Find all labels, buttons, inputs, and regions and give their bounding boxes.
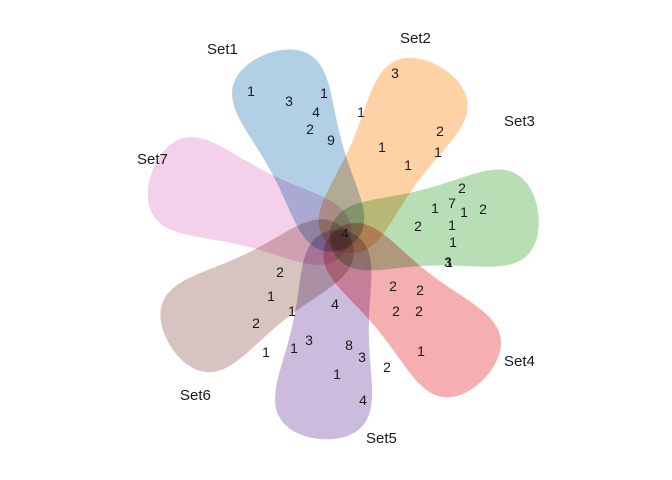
set-label-set5: Set5 — [366, 430, 397, 447]
set-label-set2: Set2 — [400, 30, 431, 47]
region-count: 2 — [392, 303, 400, 319]
venn-petal-set5 — [275, 229, 372, 440]
region-count: 8 — [345, 337, 353, 353]
region-count: 9 — [327, 132, 335, 148]
region-count: 2 — [458, 180, 466, 196]
set-label-set4: Set4 — [504, 353, 535, 370]
region-count: 1 — [247, 83, 255, 99]
region-count: 4 — [312, 104, 320, 120]
venn-petal-set7 — [147, 137, 352, 265]
region-count: 1 — [378, 139, 386, 155]
region-count: 1 — [333, 366, 341, 382]
region-count: 2 — [436, 123, 444, 139]
region-count: 1 — [262, 344, 270, 360]
region-count: 2 — [276, 264, 284, 280]
region-count: 1 — [434, 144, 442, 160]
region-count: 2 — [306, 121, 314, 137]
region-count: 1 — [288, 303, 296, 319]
set-label-set3: Set3 — [504, 113, 535, 130]
region-count: 3 — [358, 349, 366, 365]
region-count: 2 — [415, 303, 423, 319]
set-labels: Set1 Set2 Set3 Set4 Set5 Set6 Set7 — [137, 30, 535, 447]
region-count: 4 — [331, 296, 339, 312]
region-count: 2 — [252, 315, 260, 331]
region-count: 1 — [449, 234, 457, 250]
region-count: 1 — [460, 204, 468, 220]
region-count: 3 — [285, 93, 293, 109]
region-count: 1 — [445, 254, 453, 270]
region-count: 2 — [414, 218, 422, 234]
region-count: 1 — [267, 288, 275, 304]
region-count: 2 — [479, 201, 487, 217]
region-count: 3 — [391, 65, 399, 81]
region-count: 7 — [448, 195, 456, 211]
region-counts: 1 3 1 4 1 2 9 3 1 2 1 1 2 1 7 1 2 1 2 1 … — [247, 65, 487, 408]
region-count: 2 — [389, 278, 397, 294]
region-count: 1 — [404, 157, 412, 173]
region-count: 4 — [341, 225, 349, 241]
region-count: 3 — [305, 332, 313, 348]
region-count: 4 — [359, 392, 367, 408]
region-count: 2 — [416, 282, 424, 298]
region-count: 1 — [448, 217, 456, 233]
region-count: 1 — [431, 200, 439, 216]
set-label-set6: Set6 — [180, 387, 211, 404]
region-count: 3 — [444, 254, 452, 270]
venn-petals — [147, 49, 539, 440]
region-count: 1 — [320, 85, 328, 101]
region-count: 2 — [383, 359, 391, 375]
region-count: 1 — [357, 104, 365, 120]
region-count: 1 — [417, 343, 425, 359]
set-label-set1: Set1 — [207, 41, 238, 58]
region-count: 1 — [290, 340, 298, 356]
set-label-set7: Set7 — [137, 151, 168, 168]
